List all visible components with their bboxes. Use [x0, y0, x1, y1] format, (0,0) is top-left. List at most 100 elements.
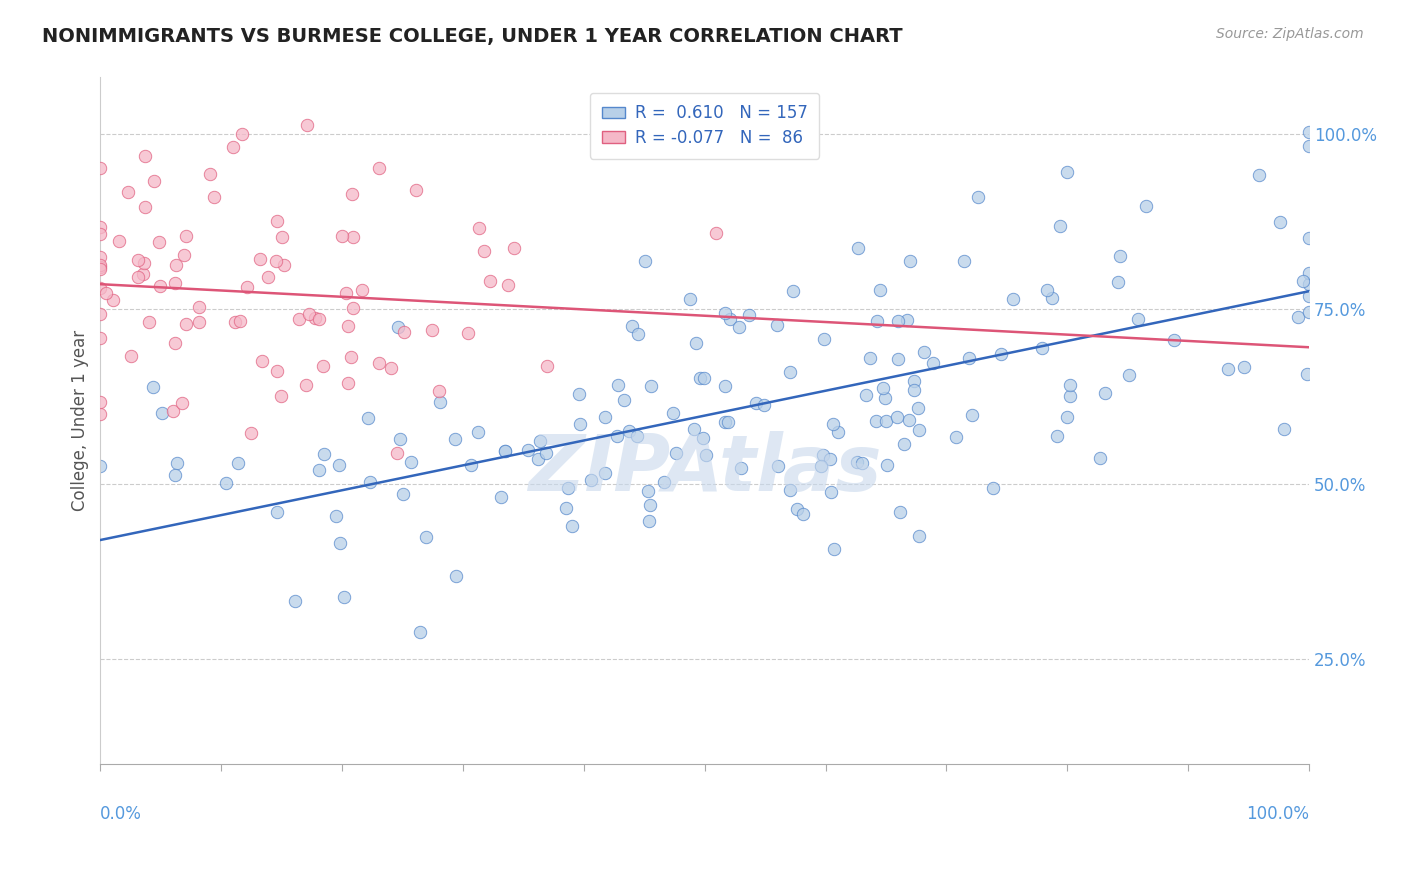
- Point: [1298, 277, 1320, 291]
- Point: [893, 437, 915, 451]
- Point: [187, 301, 209, 315]
- Point: [685, 336, 707, 351]
- Point: [779, 483, 801, 497]
- Point: [298, 307, 321, 321]
- Point: [312, 447, 335, 461]
- Point: [1126, 311, 1149, 326]
- Point: [325, 509, 347, 524]
- Point: [387, 319, 409, 334]
- Point: [270, 389, 292, 403]
- Point: [922, 356, 945, 370]
- Point: [1298, 125, 1320, 139]
- Point: [89, 227, 111, 241]
- Point: [1094, 386, 1116, 401]
- Point: [1292, 274, 1315, 288]
- Point: [467, 425, 489, 440]
- Point: [1045, 429, 1067, 443]
- Point: [810, 459, 832, 474]
- Point: [496, 278, 519, 293]
- Point: [1249, 169, 1271, 183]
- Point: [1001, 293, 1024, 307]
- Point: [443, 432, 465, 446]
- Point: [89, 307, 111, 321]
- Point: [342, 186, 364, 201]
- Point: [692, 431, 714, 445]
- Point: [337, 376, 360, 391]
- Point: [714, 305, 737, 319]
- Point: [730, 460, 752, 475]
- Point: [638, 514, 661, 528]
- Point: [872, 380, 894, 394]
- Legend: R =  0.610   N = 157, R = -0.077   N =  86: R = 0.610 N = 157, R = -0.077 N = 86: [591, 93, 820, 159]
- Point: [1272, 422, 1295, 436]
- Point: [613, 393, 636, 408]
- Point: [494, 444, 516, 458]
- Point: [1118, 368, 1140, 382]
- Point: [165, 467, 187, 482]
- Point: [165, 276, 187, 290]
- Point: [846, 455, 869, 469]
- Point: [818, 452, 841, 467]
- Point: [693, 370, 716, 384]
- Point: [908, 423, 931, 437]
- Point: [138, 315, 160, 329]
- Point: [148, 235, 170, 249]
- Point: [1298, 231, 1320, 245]
- Point: [308, 463, 330, 477]
- Point: [409, 625, 432, 640]
- Point: [312, 359, 335, 373]
- Point: [813, 332, 835, 346]
- Point: [240, 426, 263, 441]
- Point: [555, 501, 578, 516]
- Point: [359, 475, 381, 489]
- Point: [779, 365, 801, 379]
- Point: [231, 127, 253, 141]
- Point: [820, 484, 842, 499]
- Point: [149, 279, 172, 293]
- Point: [912, 344, 935, 359]
- Point: [782, 285, 804, 299]
- Point: [626, 429, 648, 443]
- Point: [1296, 367, 1319, 381]
- Point: [714, 415, 737, 429]
- Point: [399, 455, 422, 469]
- Point: [494, 443, 516, 458]
- Point: [89, 258, 111, 272]
- Point: [898, 254, 921, 268]
- Point: [865, 415, 887, 429]
- Point: [1056, 410, 1078, 425]
- Point: [526, 451, 548, 466]
- Point: [1059, 389, 1081, 403]
- Point: [745, 396, 768, 410]
- Point: [665, 445, 688, 459]
- Point: [792, 507, 814, 521]
- Point: [503, 241, 526, 255]
- Point: [467, 221, 489, 235]
- Point: [887, 314, 910, 328]
- Point: [1268, 215, 1291, 229]
- Point: [89, 281, 111, 295]
- Point: [328, 458, 350, 472]
- Point: [627, 326, 650, 341]
- Point: [335, 286, 357, 301]
- Point: [142, 380, 165, 394]
- Point: [678, 292, 700, 306]
- Point: [557, 481, 579, 495]
- Point: [1233, 360, 1256, 375]
- Point: [392, 325, 415, 339]
- Point: [222, 140, 245, 154]
- Point: [766, 458, 789, 473]
- Point: [257, 269, 280, 284]
- Point: [304, 310, 326, 325]
- Point: [388, 433, 411, 447]
- Point: [89, 407, 111, 421]
- Point: [652, 475, 675, 489]
- Point: [342, 230, 364, 244]
- Point: [1163, 333, 1185, 347]
- Point: [886, 410, 908, 425]
- Point: [166, 456, 188, 470]
- Point: [516, 443, 538, 458]
- Point: [981, 481, 1004, 495]
- Point: [536, 359, 558, 374]
- Point: [174, 317, 197, 331]
